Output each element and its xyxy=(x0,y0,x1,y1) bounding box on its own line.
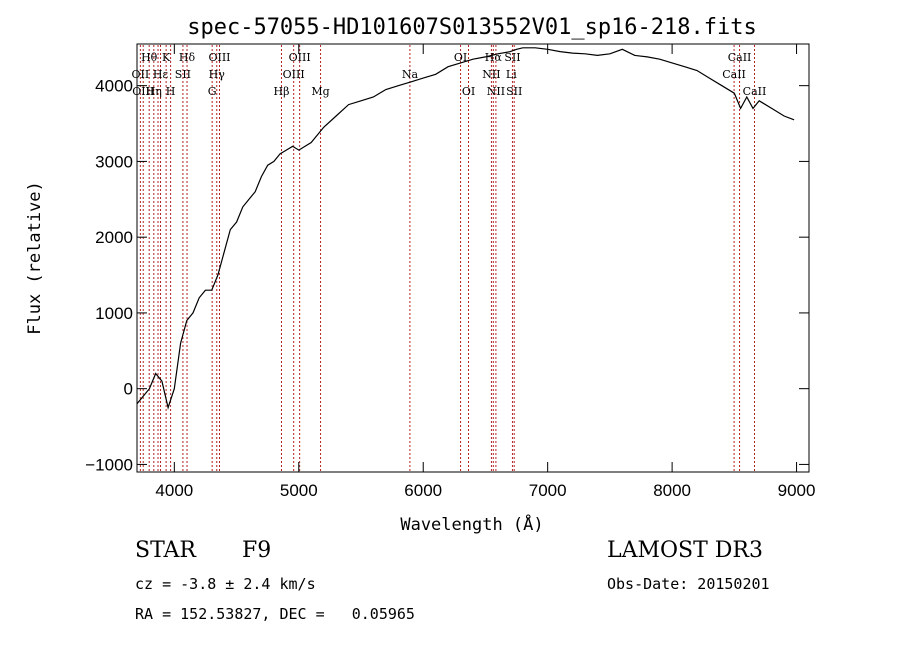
axis-ticks: 4000 5000 6000 7000 8000 9000 −1000 0 1000 2000 30… xyxy=(85,44,815,500)
survey-name: LAMOST DR3 xyxy=(607,538,763,563)
y-tick-label: −1000 xyxy=(85,455,133,474)
spectral-line-label: SII xyxy=(504,51,520,64)
spectral-line-label: OII xyxy=(132,68,150,81)
spectral-line-label: CaII xyxy=(743,85,767,98)
x-axis-label: Wavelength (Å) xyxy=(400,513,543,535)
spectral-line-label: CaII xyxy=(728,51,752,64)
spectral-line-label: OIII xyxy=(289,51,311,64)
x-tick-label: 9000 xyxy=(778,481,816,500)
spectral-line-label: K xyxy=(162,51,171,64)
spectral-line-label: Mg xyxy=(311,85,329,98)
y-tick-label: 1000 xyxy=(95,304,133,323)
x-tick-label: 4000 xyxy=(155,481,193,500)
spectral-line-label: OIII xyxy=(132,85,154,98)
spectral-line-label: Hα xyxy=(485,51,503,64)
plot-frame xyxy=(136,43,810,473)
x-tick-label: 5000 xyxy=(280,481,318,500)
spectral-line-label: NII xyxy=(482,68,500,81)
spectral-line-label: SII xyxy=(506,85,522,98)
spectral-line-label: Li xyxy=(506,68,517,81)
redshift-text: cz = -3.8 ± 2.4 km/s xyxy=(135,575,316,593)
spectral-line-label: Hγ xyxy=(209,68,226,81)
chart-title: spec-57055-HD101607S013552V01_sp16-218.f… xyxy=(187,15,757,40)
object-subclass: F9 xyxy=(242,538,272,563)
spectral-line-label: H xyxy=(166,85,176,98)
spectrum-series xyxy=(136,47,795,410)
x-tick-label: 8000 xyxy=(653,481,691,500)
spectrum-line xyxy=(136,47,795,410)
x-tick-label: 6000 xyxy=(404,481,442,500)
spectral-line-label: Hδ xyxy=(179,51,196,64)
y-tick-label: 0 xyxy=(124,380,133,399)
spectral-line-label: Hθ xyxy=(141,51,158,64)
object-class: STAR xyxy=(135,538,196,563)
y-tick-label: 2000 xyxy=(95,228,133,247)
spectral-line-label: CaII xyxy=(722,68,746,81)
y-tick-label: 3000 xyxy=(95,152,133,171)
y-tick-label: 4000 xyxy=(95,77,133,96)
x-tick-label: 7000 xyxy=(529,481,567,500)
y-axis-label: Flux (relative) xyxy=(25,181,45,335)
spectral-line-label: G xyxy=(208,85,217,98)
spectral-line-label: Hε xyxy=(153,68,169,81)
coordinates-text: RA = 152.53827, DEC = 0.05965 xyxy=(135,605,415,623)
spectral-line-label: OI xyxy=(462,85,475,98)
spectral-line-label: Na xyxy=(402,68,419,81)
spectral-line-label: OI xyxy=(454,51,467,64)
spectral-line-label: OIII xyxy=(208,51,230,64)
spectral-line-label: NII xyxy=(487,85,505,98)
spectral-line-label: OIII xyxy=(283,68,305,81)
spectral-line-label: SII xyxy=(175,68,191,81)
spectral-line-label: Hη xyxy=(146,85,162,98)
spectral-line-markers xyxy=(139,45,755,471)
observation-date: Obs-Date: 20150201 xyxy=(607,575,770,593)
spectral-line-label: Hβ xyxy=(274,85,290,98)
